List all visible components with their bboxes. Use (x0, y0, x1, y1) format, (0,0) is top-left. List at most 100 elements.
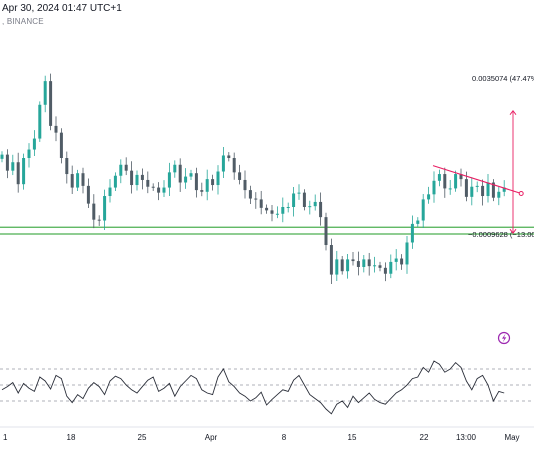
candle (410, 215, 414, 249)
candle-body (437, 174, 441, 181)
candle-body (65, 158, 69, 175)
candle (308, 200, 312, 215)
candle-body (281, 207, 285, 214)
candle-body (405, 242, 409, 265)
candle (205, 169, 209, 201)
candle (5, 149, 9, 179)
candle (259, 190, 263, 215)
candle-body (140, 174, 144, 180)
candle (81, 167, 85, 194)
candle (378, 261, 382, 272)
candle-body (86, 185, 90, 204)
price-range-tool[interactable]: 0.0035074 (47.47%) −0.0009628 (−13.00%) (468, 74, 534, 239)
candle-body (421, 199, 425, 221)
trendline (432, 165, 522, 195)
candle-body (248, 190, 252, 199)
candle-body (54, 125, 58, 133)
candle (16, 152, 20, 193)
lightning-bolt-icon[interactable] (497, 331, 511, 345)
candle-body (335, 259, 339, 275)
candle-body (302, 192, 306, 207)
candle (475, 181, 479, 193)
candle-body (367, 259, 371, 267)
candle (405, 236, 409, 274)
candle-body (200, 190, 204, 192)
candle-body (194, 173, 198, 191)
candle (486, 174, 490, 203)
candle (22, 153, 26, 190)
candle (248, 185, 252, 204)
candle (151, 183, 155, 191)
candle (481, 179, 485, 206)
trendline-handle (518, 190, 524, 196)
candle (189, 169, 193, 180)
candle-body (232, 158, 236, 173)
candle (400, 254, 404, 270)
candle-body (173, 164, 177, 173)
candle (227, 152, 231, 162)
candle-body (470, 186, 474, 197)
trendline-tool[interactable] (432, 165, 524, 196)
candle (103, 189, 107, 230)
time-axis: 1 18 25 Apr 8 15 22 13:00 May (0, 426, 534, 442)
x-tick-label: 1 (3, 433, 8, 442)
candle-body (130, 170, 134, 186)
candle-body (491, 182, 495, 198)
candle-body (448, 188, 452, 190)
candle (243, 170, 247, 199)
candle-body (394, 258, 398, 262)
candle-body (119, 164, 123, 176)
candle (238, 164, 242, 185)
candle-body (340, 259, 344, 272)
candle (351, 251, 355, 266)
candle (297, 184, 301, 200)
candle-body (432, 180, 436, 195)
candle-body (351, 259, 355, 262)
candle (340, 256, 344, 275)
candle (27, 143, 31, 168)
candle-body (11, 162, 15, 171)
candle-body (475, 185, 479, 187)
candle (130, 161, 134, 194)
candle-body (162, 187, 166, 193)
candle-body (454, 174, 458, 189)
candle (286, 202, 290, 213)
oscillator-levels (0, 368, 534, 402)
candle-body (459, 174, 463, 180)
candle-body (400, 258, 404, 265)
candle (443, 167, 447, 198)
candle (383, 262, 387, 282)
x-tick-label: May (504, 433, 519, 442)
candle (416, 217, 420, 228)
candle-body (286, 207, 290, 208)
candle (356, 251, 360, 276)
candle-body (81, 173, 85, 186)
candle (459, 168, 463, 187)
candle-body (124, 164, 128, 171)
candle-body (362, 259, 366, 267)
candle-body (92, 203, 96, 220)
support-levels (0, 226, 534, 235)
candle-body (189, 173, 193, 177)
candle-body (135, 174, 139, 186)
candle (184, 168, 188, 189)
candle-body (27, 149, 31, 158)
candle (216, 165, 220, 195)
candle (54, 116, 58, 142)
candle (162, 180, 166, 198)
candle-body (297, 192, 301, 194)
candle-body (464, 179, 468, 197)
candle (302, 189, 306, 211)
candle (324, 212, 328, 251)
candle (178, 158, 182, 192)
candle-body (329, 245, 333, 275)
candle (394, 249, 398, 271)
candle-body (49, 81, 53, 126)
candle (86, 178, 90, 209)
candle (65, 151, 69, 184)
x-tick-label: 18 (67, 433, 76, 442)
candle-body (502, 187, 506, 192)
candle (329, 238, 333, 285)
candle-body (59, 132, 63, 158)
